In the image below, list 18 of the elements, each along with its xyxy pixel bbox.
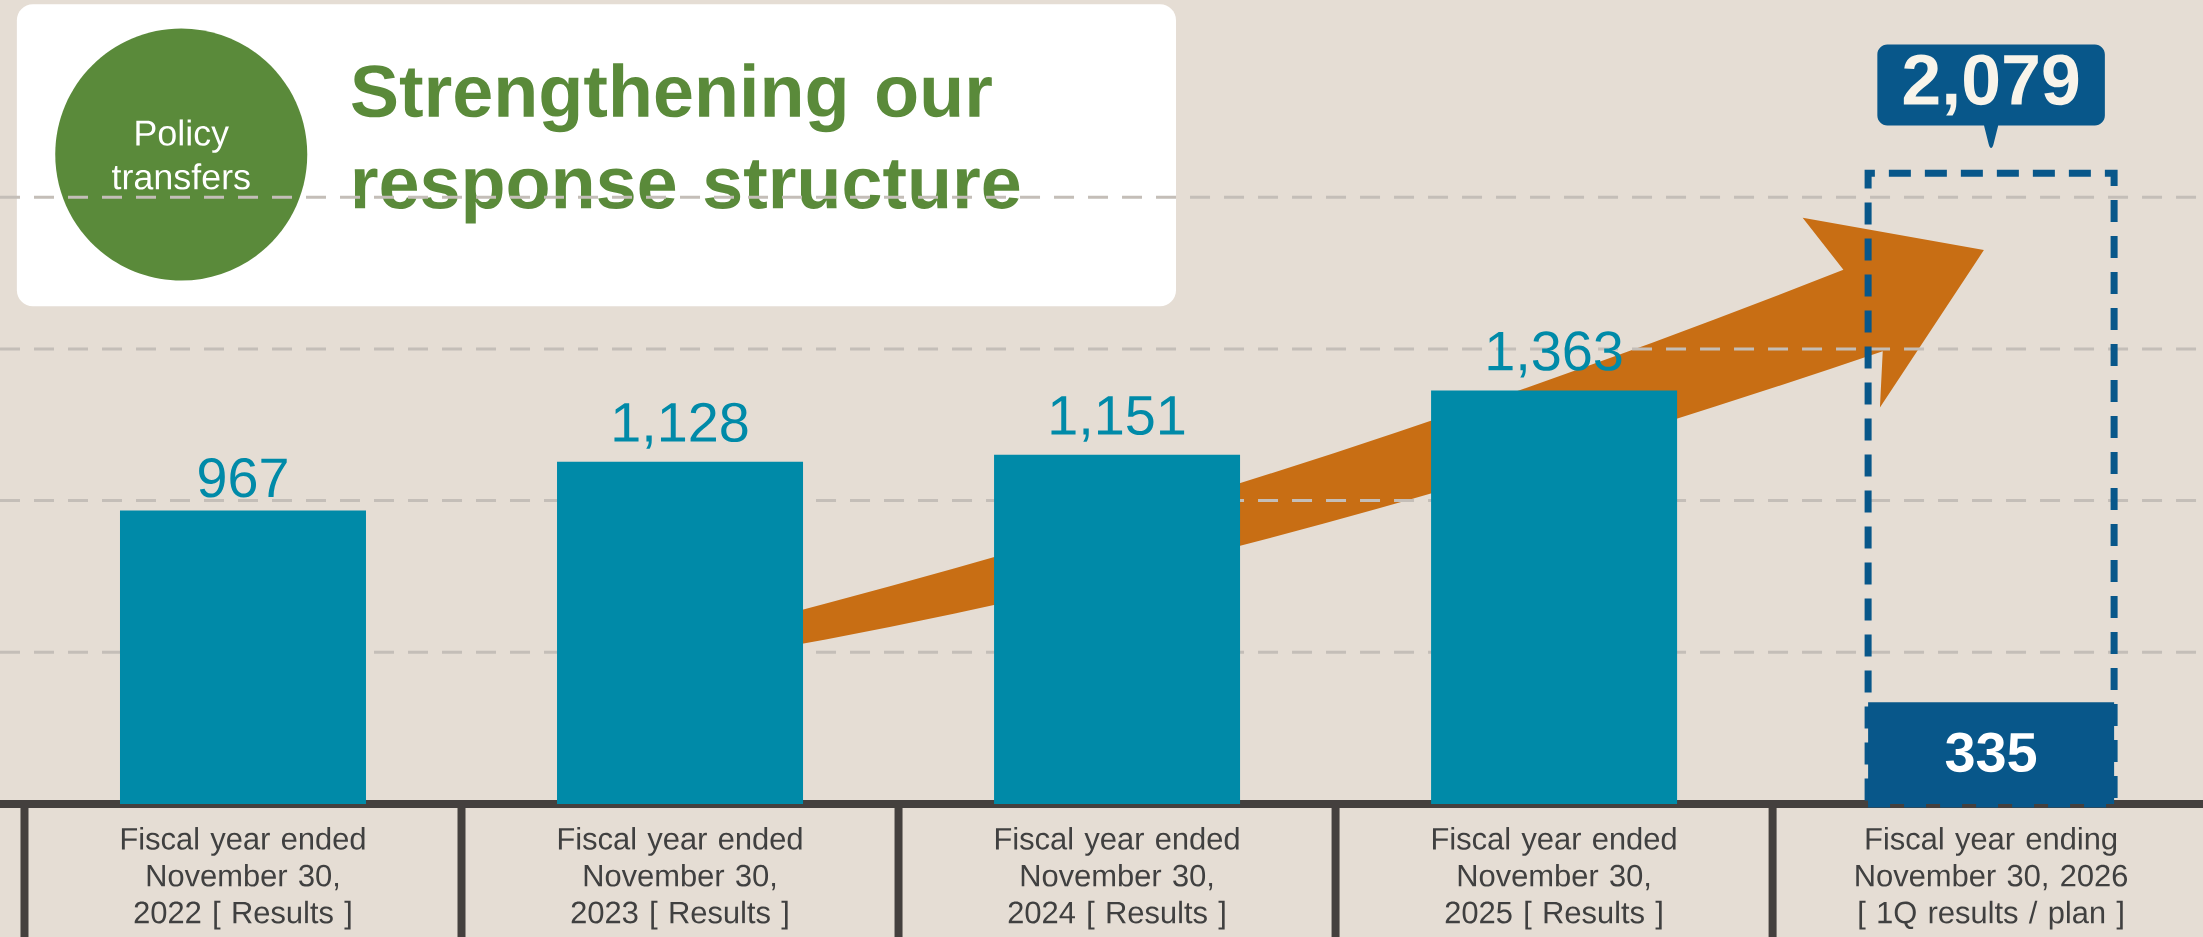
data-label: 2,079 [1903, 54, 2079, 116]
x-tick-label: Fiscal year ended November 30, 2023 [ Results ] [558, 827, 802, 930]
data-label: 967 [199, 458, 287, 498]
bar [1431, 390, 1678, 804]
data-label: 1,128 [614, 402, 748, 449]
bar [557, 461, 804, 804]
data-label: 1,363 [1488, 331, 1622, 378]
x-tick-label: Fiscal year ended November 30, 2025 [ Results ] [1433, 827, 1676, 930]
data-label: 335 [1945, 732, 2037, 773]
data-label: 1,151 [1051, 396, 1185, 442]
bar [119, 510, 366, 804]
text: Strengthening our response structure [352, 63, 1020, 224]
x-tick-label: Fiscal year ending November 30, 2026 [ 1Q results / plan ] [1856, 827, 2128, 930]
annotation: Policy transfers [112, 119, 250, 190]
x-tick-label: Fiscal year ended November 30, 2024 [ Results ] [995, 827, 1239, 930]
bar [994, 454, 1241, 804]
bar [1868, 702, 2115, 804]
x-tick-label: Fiscal year ended November 30, 2022 [ Results ] [121, 827, 365, 930]
